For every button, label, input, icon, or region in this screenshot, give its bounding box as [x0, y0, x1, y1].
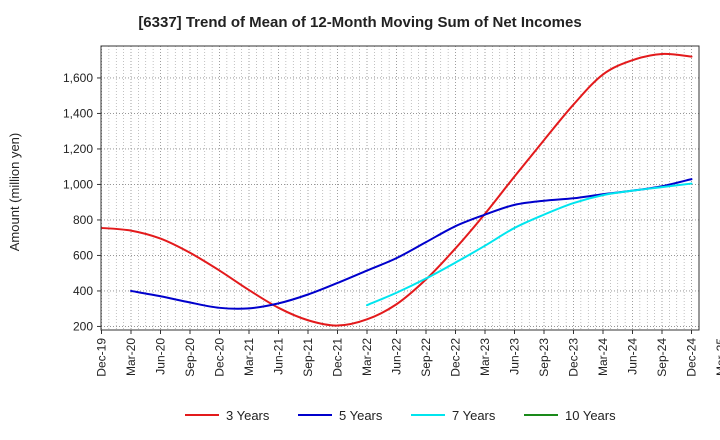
x-tick-label: Mar-21 [242, 338, 256, 376]
y-tick-label: 400 [73, 284, 93, 298]
x-tick-label: Mar-22 [360, 338, 374, 376]
x-tick-label: Mar-20 [124, 338, 138, 376]
legend-label-7-years: 7 Years [452, 408, 496, 423]
x-tick-label: Dec-21 [331, 338, 345, 377]
y-tick-label: 1,600 [63, 71, 93, 85]
x-tick-label: Dec-22 [449, 338, 463, 377]
x-tick-label: Jun-24 [626, 338, 640, 375]
legend: 3 Years 5 Years 7 Years 10 Years [185, 408, 616, 423]
x-tick-label: Mar-23 [478, 338, 492, 376]
y-tick-label: 600 [73, 248, 93, 262]
grid [101, 46, 700, 330]
x-tick-label: Dec-19 [95, 338, 109, 377]
x-tick-label: Sep-22 [419, 338, 433, 377]
x-tick-label: Dec-23 [567, 338, 581, 377]
series-line-7-years [366, 182, 693, 307]
y-tick-label: 1,200 [63, 142, 93, 156]
x-tick-label: Jun-22 [390, 338, 404, 375]
x-tick-label: Jun-21 [272, 338, 286, 375]
x-tick-label: Dec-24 [685, 338, 699, 377]
x-tick-label: Jun-20 [154, 338, 168, 375]
x-tick-label: Jun-23 [508, 338, 522, 375]
legend-label-3-years: 3 Years [226, 408, 270, 423]
plot-area [101, 46, 699, 330]
x-axis: Dec-19 Mar-20 Jun-20 Sep-20 Dec-20 Mar-21 Jun-… [95, 330, 720, 377]
x-tick-label: Dec-20 [213, 338, 227, 377]
y-tick-label: 800 [73, 213, 93, 227]
y-tick-label: 1,000 [63, 177, 93, 191]
y-tick-label: 200 [73, 319, 93, 333]
y-axis-label: Amount (million yen) [7, 133, 22, 252]
plot-border [100, 45, 700, 331]
legend-label-10-years: 10 Years [565, 408, 616, 423]
x-tick-label: Sep-20 [183, 338, 197, 377]
x-tick-label: Sep-24 [655, 338, 669, 377]
series-group [100, 52, 693, 327]
x-tick-label: Sep-23 [537, 338, 551, 377]
legend-label-5-years: 5 Years [339, 408, 383, 423]
x-tick-label: Sep-21 [301, 338, 315, 377]
y-tick-label: 1,400 [63, 106, 93, 120]
y-axis: 200 400 600 800 1,000 1,200 1,400 1,600 [63, 71, 101, 333]
x-tick-label: Mar-25 [714, 338, 720, 376]
series-line-3-years [100, 52, 693, 327]
x-tick-label: Mar-24 [596, 338, 610, 376]
chart-title: [6337] Trend of Mean of 12-Month Moving … [138, 14, 582, 31]
series-line-5-years [130, 178, 693, 310]
